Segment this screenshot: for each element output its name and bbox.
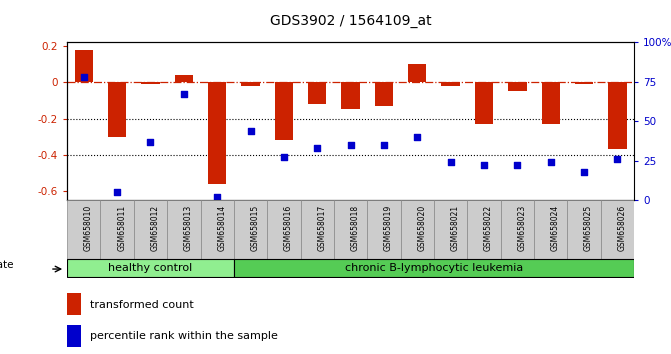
- Text: GDS3902 / 1564109_at: GDS3902 / 1564109_at: [270, 14, 431, 28]
- Point: [512, 162, 523, 168]
- Bar: [74, 50, 93, 82]
- Bar: [67, 325, 81, 347]
- Bar: [234, 259, 634, 277]
- FancyBboxPatch shape: [601, 200, 634, 260]
- Point: [245, 128, 256, 133]
- Point: [212, 194, 223, 200]
- FancyBboxPatch shape: [367, 200, 401, 260]
- Bar: [442, 82, 460, 86]
- Bar: [475, 82, 493, 124]
- Text: disease state: disease state: [0, 259, 13, 270]
- Point: [612, 156, 623, 162]
- Point: [578, 169, 589, 175]
- Text: GSM658011: GSM658011: [117, 205, 126, 251]
- Bar: [108, 82, 126, 137]
- FancyBboxPatch shape: [67, 200, 101, 260]
- Text: chronic B-lymphocytic leukemia: chronic B-lymphocytic leukemia: [345, 263, 523, 273]
- FancyBboxPatch shape: [167, 200, 201, 260]
- Text: GSM658023: GSM658023: [517, 205, 526, 251]
- Bar: [342, 82, 360, 109]
- FancyBboxPatch shape: [501, 200, 534, 260]
- Text: GSM658014: GSM658014: [217, 205, 226, 251]
- Text: GSM658016: GSM658016: [284, 205, 293, 251]
- Bar: [242, 82, 260, 86]
- Bar: [67, 259, 234, 277]
- Text: healthy control: healthy control: [108, 263, 193, 273]
- Point: [478, 162, 489, 168]
- FancyBboxPatch shape: [467, 200, 501, 260]
- FancyBboxPatch shape: [534, 200, 568, 260]
- Point: [446, 159, 456, 165]
- Point: [412, 134, 423, 140]
- FancyBboxPatch shape: [201, 200, 234, 260]
- Text: transformed count: transformed count: [90, 299, 193, 310]
- Point: [546, 159, 556, 165]
- Text: GSM658025: GSM658025: [584, 205, 593, 251]
- Text: GSM658024: GSM658024: [551, 205, 560, 251]
- Bar: [408, 64, 427, 82]
- FancyBboxPatch shape: [101, 200, 134, 260]
- Text: GSM658010: GSM658010: [84, 205, 93, 251]
- Bar: [274, 82, 293, 140]
- FancyBboxPatch shape: [401, 200, 434, 260]
- FancyBboxPatch shape: [568, 200, 601, 260]
- Text: GSM658012: GSM658012: [150, 205, 160, 251]
- Point: [312, 145, 323, 151]
- Point: [178, 92, 189, 97]
- FancyBboxPatch shape: [267, 200, 301, 260]
- Text: GSM658018: GSM658018: [350, 205, 360, 251]
- FancyBboxPatch shape: [134, 200, 167, 260]
- Text: GSM658021: GSM658021: [451, 205, 460, 251]
- Bar: [508, 82, 527, 91]
- Text: GSM658020: GSM658020: [417, 205, 426, 251]
- Point: [378, 142, 389, 148]
- Bar: [375, 82, 393, 106]
- Text: GSM658015: GSM658015: [250, 205, 260, 251]
- Text: GSM658022: GSM658022: [484, 205, 493, 251]
- FancyBboxPatch shape: [301, 200, 334, 260]
- FancyBboxPatch shape: [234, 200, 267, 260]
- Text: percentile rank within the sample: percentile rank within the sample: [90, 331, 278, 342]
- Point: [278, 155, 289, 160]
- Bar: [608, 82, 627, 149]
- Bar: [575, 82, 593, 84]
- Text: GSM658017: GSM658017: [317, 205, 326, 251]
- Text: GSM658019: GSM658019: [384, 205, 393, 251]
- Point: [145, 139, 156, 144]
- Text: GSM658026: GSM658026: [617, 205, 627, 251]
- Bar: [142, 82, 160, 84]
- FancyBboxPatch shape: [334, 200, 367, 260]
- Bar: [208, 82, 226, 184]
- Bar: [541, 82, 560, 124]
- Bar: [308, 82, 326, 104]
- Text: GSM658013: GSM658013: [184, 205, 193, 251]
- Point: [79, 74, 89, 80]
- Bar: [174, 75, 193, 82]
- Point: [345, 142, 356, 148]
- Bar: [67, 293, 81, 315]
- FancyBboxPatch shape: [434, 200, 467, 260]
- Point: [112, 189, 123, 195]
